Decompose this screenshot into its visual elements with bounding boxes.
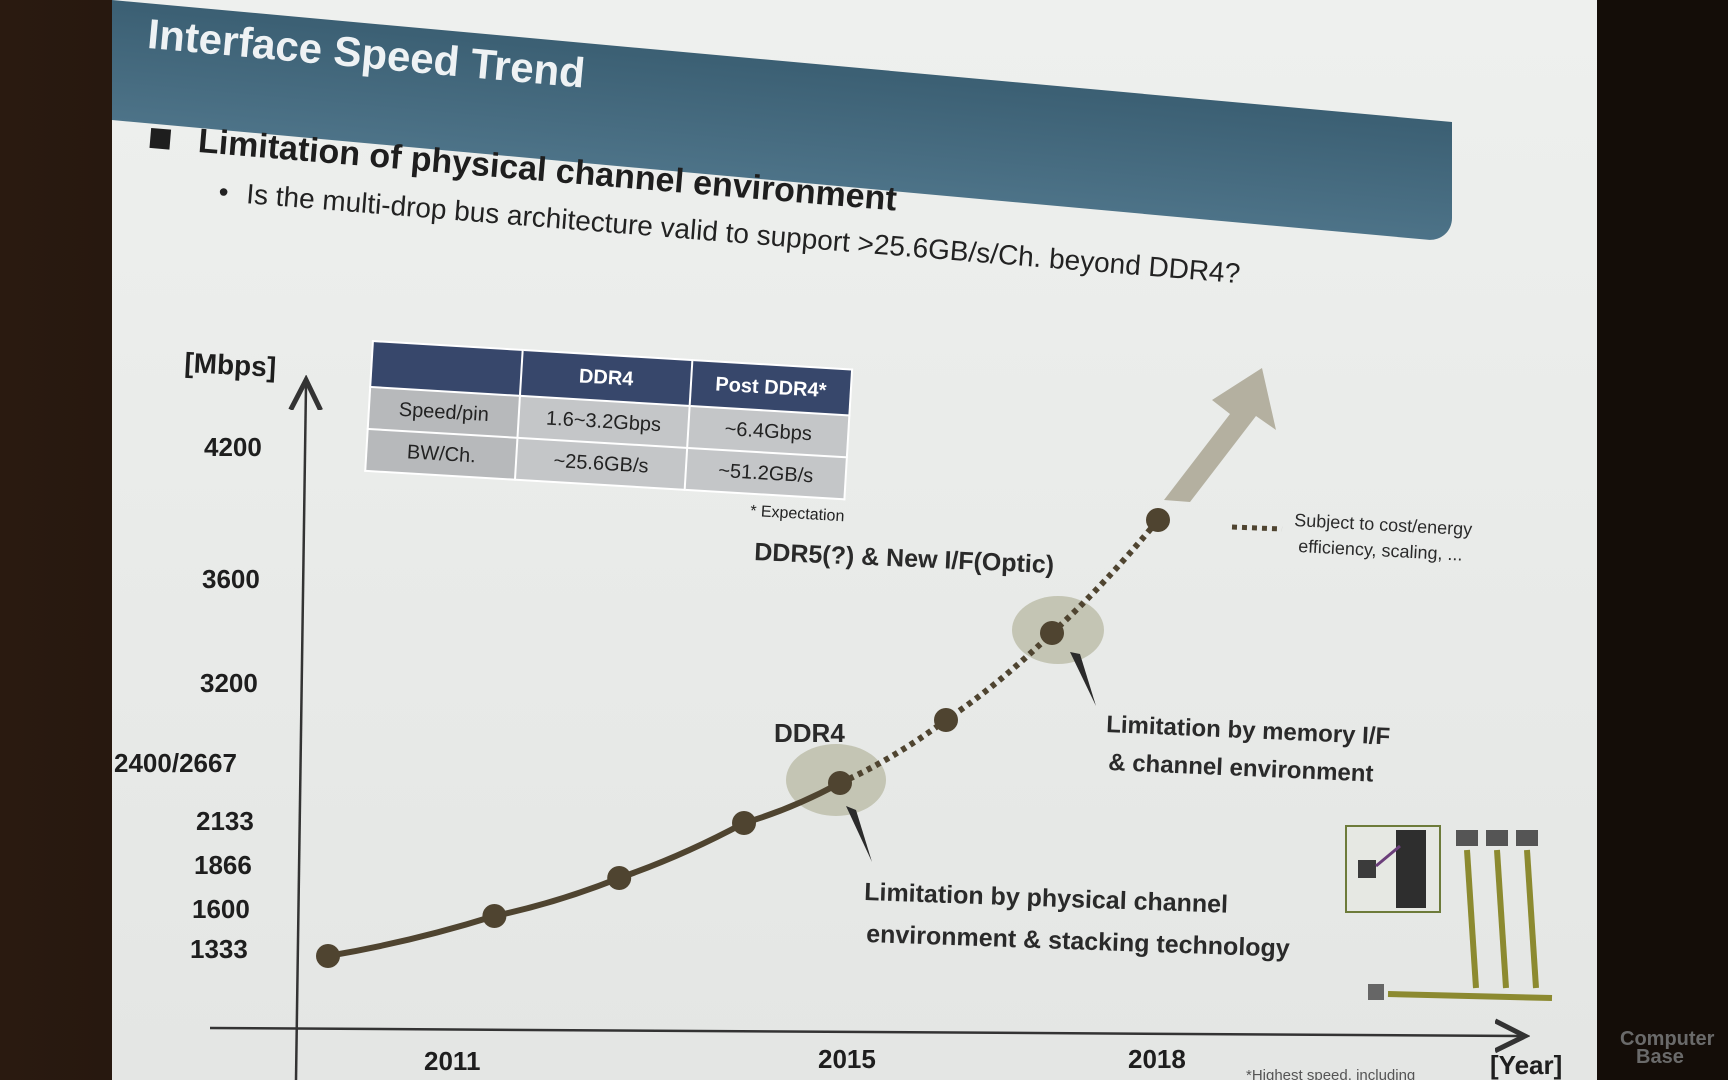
physical-limitation-line1: Limitation by physical channel [864, 878, 1229, 919]
data-point [1146, 508, 1170, 532]
watermark-line1: Computer [1620, 1028, 1715, 1050]
y-tick-label: 1600 [192, 894, 250, 924]
spec-table-wrapper: DDR4 Post DDR4* Speed/pin 1.6~3.2Gbps ~6… [363, 340, 854, 526]
legend-dotted-label-line2: efficiency, scaling, ... [1298, 536, 1463, 565]
x-tick-label: 2018 [1128, 1044, 1186, 1074]
x-axis-label: [Year] [1490, 1050, 1562, 1080]
data-points [316, 508, 1170, 968]
spec-table: DDR4 Post DDR4* Speed/pin 1.6~3.2Gbps ~6… [364, 340, 853, 500]
projected-trend-line [838, 518, 1161, 786]
table-row-header: BW/Ch. [365, 428, 518, 480]
memory-topology-illustration [1345, 825, 1553, 1001]
memory-if-limitation-line1: Limitation by memory I/F [1106, 711, 1391, 750]
x-tick-label: 2011 [424, 1046, 480, 1076]
physical-limitation-line2: environment & stacking technology [866, 920, 1290, 963]
table-cell: ~25.6GB/s [514, 437, 688, 490]
data-point [934, 708, 958, 732]
memory-if-limitation-line2: & channel environment [1108, 749, 1374, 788]
y-tick-label: 4200 [204, 432, 262, 462]
ddr5-callout-pointer [1070, 652, 1096, 706]
legend-dotted-label-line1: Subject to cost/energy [1294, 510, 1473, 539]
data-point [482, 904, 507, 928]
y-tick-label: 2400/2667 [114, 748, 237, 778]
legend-dotted-line [1231, 524, 1283, 532]
data-point [1040, 621, 1064, 645]
ddr5-label: DDR5(?) & New I/F(Optic) [754, 538, 1055, 579]
x-tick-label: 2015 [818, 1044, 876, 1074]
y-tick-label: 1333 [190, 934, 248, 964]
ddr4-label: DDR4 [774, 718, 845, 748]
data-point [732, 811, 756, 835]
y-axis-label: [Mbps] [184, 347, 277, 383]
trend-arrow [1164, 368, 1276, 502]
ddr4-callout-pointer [846, 806, 872, 862]
data-point [316, 944, 340, 968]
y-tick-label: 3200 [200, 668, 258, 698]
y-tick-label: 1866 [194, 850, 252, 880]
computerbase-watermark: Computer Base [1620, 1028, 1715, 1068]
y-tick-label: 2133 [196, 806, 254, 836]
partial-footnote: *Highest speed, including [1246, 1067, 1415, 1080]
y-tick-label: 3600 [202, 564, 260, 594]
historical-trend-line [327, 780, 842, 959]
watermark-line2: Base [1636, 1046, 1684, 1068]
data-point [607, 866, 632, 890]
data-point [828, 771, 852, 795]
table-cell: ~51.2GB/s [684, 447, 847, 500]
x-axis [209, 1028, 1520, 1036]
y-axis [296, 385, 306, 1080]
